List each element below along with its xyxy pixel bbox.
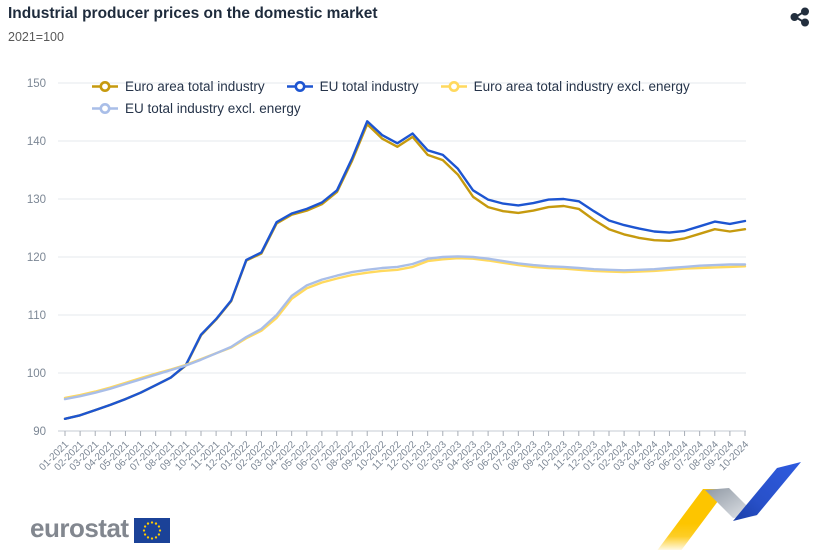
legend-marker-icon bbox=[92, 81, 118, 92]
svg-text:90: 90 bbox=[33, 426, 46, 438]
page-title: Industrial producer prices on the domest… bbox=[8, 5, 378, 22]
legend-item-euro-area-total-industry[interactable]: Euro area total industry bbox=[92, 79, 265, 94]
svg-text:120: 120 bbox=[27, 252, 46, 264]
legend-marker-icon bbox=[92, 103, 118, 114]
chart-legend: Euro area total industry EU total industr… bbox=[92, 79, 754, 116]
svg-text:150: 150 bbox=[27, 78, 46, 90]
svg-text:100: 100 bbox=[27, 368, 46, 380]
svg-text:110: 110 bbox=[28, 310, 46, 322]
svg-text:140: 140 bbox=[27, 136, 46, 148]
legend-item-eu-total-industry-excl-energy[interactable]: EU total industry excl. energy bbox=[92, 101, 301, 116]
share-nodes-icon bbox=[790, 7, 809, 27]
svg-text:130: 130 bbox=[27, 194, 46, 206]
legend-item-label: Euro area total industry bbox=[125, 79, 265, 94]
eu-flag-stars bbox=[142, 520, 161, 540]
share-icon[interactable] bbox=[787, 4, 813, 30]
legend-item-label: Euro area total industry excl. energy bbox=[473, 79, 690, 94]
eurostat-logo: eurostat bbox=[30, 511, 170, 545]
page-subtitle: 2021=100 bbox=[8, 30, 64, 44]
legend-item-label: EU total industry bbox=[319, 79, 419, 94]
legend-marker-icon bbox=[286, 81, 313, 92]
eurostat-logo-text: eurostat bbox=[30, 513, 129, 543]
legend-item-euro-area-total-industry-excl-energy[interactable]: Euro area total industry excl. energy bbox=[440, 79, 690, 94]
legend-item-eu-total-industry[interactable]: EU total industry bbox=[286, 79, 419, 94]
eu-flag-icon bbox=[133, 517, 170, 543]
legend-item-label: EU total industry excl. energy bbox=[125, 101, 301, 116]
legend-marker-icon bbox=[440, 81, 467, 92]
